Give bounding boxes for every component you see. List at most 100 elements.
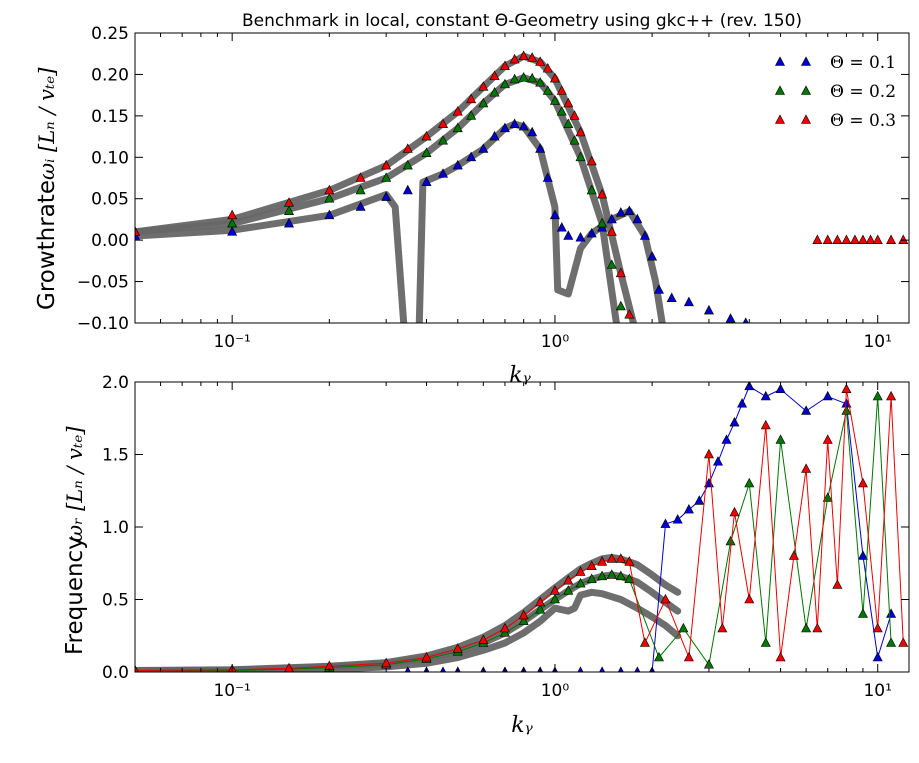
growthrate-ylabel-text: Growthrate bbox=[34, 180, 60, 310]
growthrate-point-s0-7 bbox=[421, 176, 432, 186]
frequency-point-s2-24 bbox=[729, 506, 740, 517]
frequency-point-s1-17 bbox=[615, 570, 626, 581]
frequency-point-s2-17 bbox=[615, 553, 626, 563]
growthrate-point-s1-10 bbox=[466, 110, 477, 120]
growthrate-point-s1-26 bbox=[606, 259, 617, 269]
growthrate-point-s2-12 bbox=[489, 70, 500, 80]
frequency-ytick-label-4: 2.0 bbox=[102, 373, 129, 393]
growthrate-point-s2-5 bbox=[381, 159, 392, 170]
frequency-point-s1-9 bbox=[518, 615, 529, 626]
growthrate-point-s1-11 bbox=[478, 97, 489, 108]
frequency-point-s1-29 bbox=[857, 608, 868, 618]
growthrate-point-s1-17 bbox=[535, 77, 546, 87]
frequency-point-s0-22 bbox=[737, 398, 748, 408]
frequency-xtick-label-1: 10⁰ bbox=[541, 681, 570, 701]
frequency-point-s0-10 bbox=[599, 666, 606, 672]
growthrate-point-s1-7 bbox=[421, 147, 432, 157]
frequency-point-s1-16 bbox=[606, 569, 617, 579]
growthrate-point-s2-11 bbox=[478, 81, 489, 91]
frequency-xtick-label-0: 10⁻¹ bbox=[213, 681, 250, 701]
growthrate-point-s0-22 bbox=[575, 232, 586, 242]
frequency-point-s1-30 bbox=[872, 390, 883, 401]
growthrate-point-s2-31 bbox=[832, 234, 843, 244]
frequency-point-s1-12 bbox=[563, 585, 574, 595]
growthrate-point-s2-24 bbox=[586, 155, 597, 166]
growthrate-point-s0-5 bbox=[381, 191, 392, 201]
frequency-point-s2-12 bbox=[563, 575, 574, 585]
growthrate-point-s0-4 bbox=[355, 201, 366, 211]
frequency-point-s0-29 bbox=[857, 550, 868, 560]
growthrate-point-s1-18 bbox=[542, 85, 553, 95]
growthrate-point-s0-11 bbox=[478, 143, 489, 153]
growthrate-point-s2-34 bbox=[857, 234, 868, 244]
growthrate-point-s0-31 bbox=[653, 284, 664, 294]
growthrate-point-s1-12 bbox=[489, 87, 500, 97]
growthrate-point-s2-38 bbox=[898, 234, 909, 244]
growthrate-point-s2-3 bbox=[324, 184, 335, 195]
frequency-point-s1-26 bbox=[801, 622, 812, 633]
growthrate-point-s0-16 bbox=[527, 126, 538, 137]
growthrate-point-s0-2 bbox=[284, 217, 295, 228]
frequency-ytick-label-3: 1.5 bbox=[102, 446, 129, 466]
frequency-point-s2-26 bbox=[760, 419, 771, 430]
growthrate-point-s2-36 bbox=[872, 234, 883, 244]
growthrate-point-s1-3 bbox=[324, 193, 335, 203]
frequency-point-s0-30 bbox=[872, 651, 883, 662]
growthrate-point-s2-14 bbox=[509, 53, 520, 64]
frequency-panel: 10⁻¹ 10⁰ 10¹ 0.0 0.5 1.0 1.5 2.0 Frequency ωᵣ [… bbox=[62, 373, 910, 738]
chart-title: Benchmark in local, constant Θ-Geometry … bbox=[242, 11, 802, 31]
frequency-point-s0-26 bbox=[801, 405, 812, 415]
growthrate-point-s2-23 bbox=[575, 126, 586, 137]
growthrate-xtick-label-0: 10⁻¹ bbox=[213, 332, 250, 352]
frequency-xtick-label-2: 10¹ bbox=[863, 681, 891, 701]
growthrate-point-s0-13 bbox=[499, 122, 510, 133]
growthrate-reference-curve-2 bbox=[135, 191, 408, 323]
growthrate-point-s0-10 bbox=[466, 151, 477, 162]
growthrate-point-s0-34 bbox=[703, 304, 714, 315]
frequency-point-s0-14 bbox=[660, 518, 671, 528]
growthrate-point-s2-13 bbox=[499, 60, 510, 70]
growthrate-point-s2-2 bbox=[284, 197, 295, 207]
frequency-point-s2-19 bbox=[639, 637, 650, 647]
frequency-point-s0-20 bbox=[721, 434, 732, 444]
frequency-point-s2-11 bbox=[549, 585, 560, 595]
growthrate-point-s1-2 bbox=[284, 205, 295, 215]
growthrate-point-s1-8 bbox=[438, 135, 449, 145]
frequency-point-s2-27 bbox=[775, 651, 786, 662]
frequency-point-s1-28 bbox=[841, 405, 852, 415]
frequency-point-s2-10 bbox=[535, 596, 546, 607]
growthrate-point-s2-8 bbox=[438, 118, 449, 128]
growthrate-point-s1-23 bbox=[575, 151, 586, 162]
frequency-point-s1-20 bbox=[678, 622, 689, 633]
growthrate-point-s0-3 bbox=[324, 209, 335, 220]
growthrate-point-s2-15 bbox=[518, 50, 529, 61]
growthrate-ytick-label-7: 0.25 bbox=[91, 24, 129, 44]
growthrate-point-s1-1 bbox=[227, 217, 238, 228]
growthrate-point-s0-18 bbox=[542, 172, 553, 182]
frequency-point-s2-15 bbox=[597, 556, 608, 566]
frequency-point-s2-13 bbox=[575, 566, 586, 576]
growthrate-point-s0-33 bbox=[683, 296, 694, 307]
frequency-point-s0-15 bbox=[672, 514, 683, 524]
growthrate-point-s1-6 bbox=[402, 159, 413, 170]
growthrate-point-s2-4 bbox=[355, 172, 366, 182]
legend-marker-0-0 bbox=[775, 56, 785, 66]
growthrate-point-s2-29 bbox=[812, 234, 823, 244]
growthrate-point-s2-37 bbox=[886, 234, 897, 244]
growthrate-point-s2-27 bbox=[615, 267, 626, 278]
growthrate-xlabel: kᵧ bbox=[509, 363, 531, 388]
frequency-point-s1-10 bbox=[535, 604, 546, 614]
growthrate-point-s0-28 bbox=[632, 213, 643, 224]
growthrate-point-s0-15 bbox=[518, 120, 529, 131]
growthrate-point-s2-28 bbox=[624, 309, 635, 319]
growthrate-point-s1-24 bbox=[586, 184, 597, 195]
growthrate-point-s2-6 bbox=[402, 143, 413, 153]
growthrate-point-s0-35 bbox=[725, 313, 736, 323]
growthrate-point-s0-6 bbox=[402, 184, 413, 195]
frequency-point-s2-34 bbox=[857, 477, 868, 488]
growthrate-point-s0-27 bbox=[624, 205, 635, 215]
growthrate-point-s0-19 bbox=[549, 209, 560, 220]
frequency-point-s0-12 bbox=[634, 666, 641, 672]
frequency-point-s2-6 bbox=[452, 643, 463, 653]
